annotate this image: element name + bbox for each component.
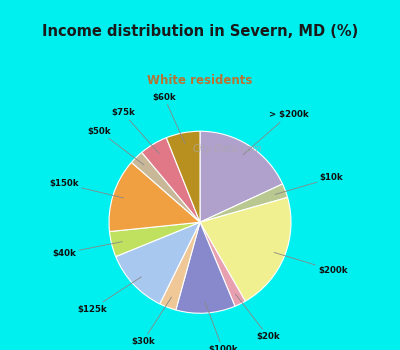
Text: $30k: $30k [131, 297, 172, 346]
Text: $150k: $150k [49, 179, 124, 198]
Wedge shape [160, 222, 200, 310]
Wedge shape [200, 222, 245, 306]
Text: White residents: White residents [147, 74, 253, 87]
Text: $50k: $50k [87, 127, 144, 165]
Wedge shape [142, 138, 200, 222]
Text: $75k: $75k [111, 108, 159, 153]
Wedge shape [176, 222, 235, 313]
Text: $200k: $200k [274, 252, 348, 275]
Text: $10k: $10k [275, 174, 343, 194]
Text: $40k: $40k [52, 241, 122, 258]
Text: $125k: $125k [77, 277, 141, 314]
Wedge shape [109, 162, 200, 232]
Text: Income distribution in Severn, MD (%): Income distribution in Severn, MD (%) [42, 24, 358, 39]
Wedge shape [166, 131, 200, 222]
Text: $20k: $20k [235, 294, 280, 341]
Text: $60k: $60k [152, 93, 185, 144]
Wedge shape [132, 152, 200, 222]
Text: > $200k: > $200k [243, 110, 308, 155]
Text: City-Data.com: City-Data.com [192, 145, 262, 154]
Text: $100k: $100k [205, 302, 238, 350]
Wedge shape [200, 131, 282, 222]
Wedge shape [200, 184, 288, 222]
Wedge shape [110, 222, 200, 257]
Wedge shape [116, 222, 200, 304]
Wedge shape [200, 197, 291, 301]
